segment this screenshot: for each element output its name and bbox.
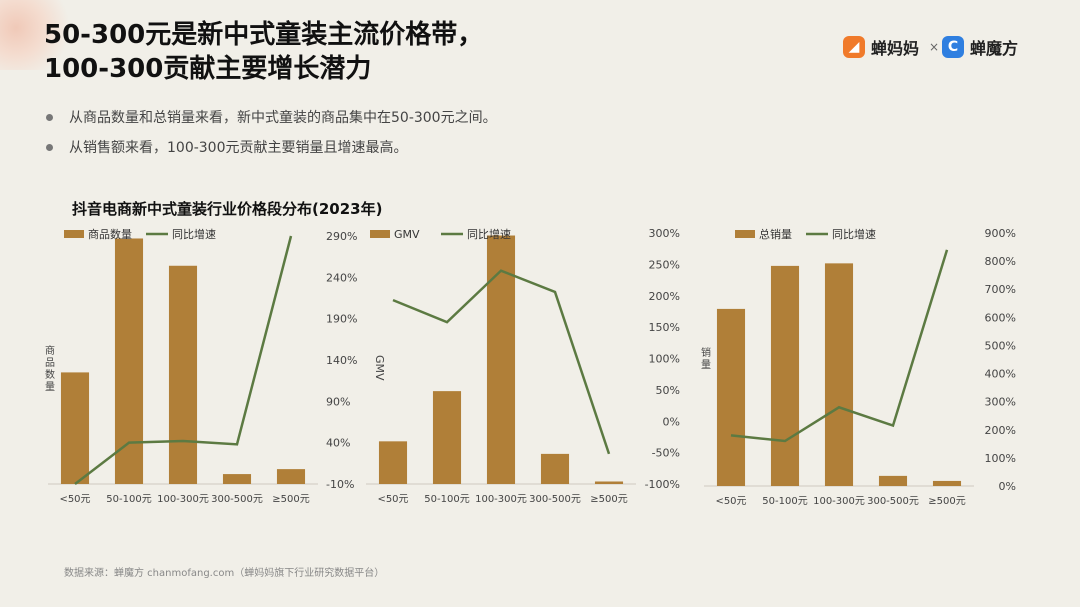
chart-bar bbox=[540, 453, 570, 484]
y2-tick-label: 50% bbox=[656, 384, 680, 397]
y2-tick-label: 250% bbox=[649, 258, 680, 271]
legend-bar-swatch bbox=[64, 230, 84, 238]
y2-tick-label: 0% bbox=[663, 415, 680, 428]
title-line-2: 100-300贡献主要增长潜力 bbox=[44, 54, 372, 84]
y2-tick-label: 300% bbox=[649, 227, 680, 240]
y2-tick-label: 500% bbox=[985, 339, 1016, 352]
chart-bar bbox=[222, 474, 252, 484]
y-axis-label: GMV bbox=[373, 355, 386, 381]
legend-bar-label: 商品数量 bbox=[88, 227, 132, 241]
x-tick-label: 300-500元 bbox=[867, 496, 919, 507]
y2-tick-label: -10% bbox=[326, 478, 354, 491]
bullet-dot-icon bbox=[46, 113, 53, 121]
y-axis-label: 销 bbox=[701, 346, 711, 359]
x-tick-label: <50元 bbox=[59, 494, 90, 505]
x-tick-label: 50-100元 bbox=[424, 494, 469, 505]
x-tick-label: 100-300元 bbox=[157, 494, 209, 505]
y2-tick-label: 150% bbox=[649, 321, 680, 334]
y2-tick-label: 100% bbox=[985, 452, 1016, 465]
legend-line-label: 同比增速 bbox=[172, 227, 216, 241]
y-axis-label: 量 bbox=[45, 381, 55, 393]
bullet-text: 从商品数量和总销量来看，新中式童装的商品集中在50-300元之间。 bbox=[69, 110, 497, 126]
chanmofang-logo-text: 蝉魔方 bbox=[970, 39, 1019, 58]
bullet-item: 从商品数量和总销量来看，新中式童装的商品集中在50-300元之间。 bbox=[44, 102, 497, 132]
chart-title: 抖音电商新中式童装行业价格段分布(2023年) bbox=[72, 200, 383, 218]
x-tick-label: 50-100元 bbox=[762, 496, 807, 507]
legend-line-label: 同比增速 bbox=[467, 227, 511, 241]
chart-bar bbox=[114, 238, 144, 484]
chart-bar bbox=[276, 469, 306, 484]
y2-tick-label: -100% bbox=[645, 478, 680, 491]
y-axis-label: 数 bbox=[45, 368, 55, 381]
y2-tick-label: 290% bbox=[326, 230, 357, 243]
data-source-note: 数据来源：蝉魔方 chanmofang.com（蝉妈妈旗下行业研究数据平台） bbox=[64, 568, 385, 579]
corner-decoration bbox=[0, 0, 80, 70]
y2-tick-label: 140% bbox=[326, 354, 357, 367]
bullet-list: 从商品数量和总销量来看，新中式童装的商品集中在50-300元之间。 从销售额来看… bbox=[44, 102, 497, 162]
chanmama-logo-text: 蝉妈妈 bbox=[871, 39, 920, 58]
y2-tick-label: 240% bbox=[326, 271, 357, 284]
chart-bar bbox=[932, 480, 962, 486]
y2-tick-label: 100% bbox=[649, 353, 680, 366]
x-tick-label: ≥500元 bbox=[928, 496, 965, 507]
y2-tick-label: 0% bbox=[999, 480, 1016, 493]
x-tick-label: <50元 bbox=[377, 494, 408, 505]
y2-tick-label: 40% bbox=[326, 437, 350, 450]
x-tick-label: 300-500元 bbox=[529, 494, 581, 505]
x-tick-label: ≥500元 bbox=[272, 494, 309, 505]
y-axis-label: 量 bbox=[701, 359, 711, 371]
chart-bar bbox=[486, 235, 516, 484]
legend-bar-swatch bbox=[370, 230, 390, 238]
chart-bar bbox=[824, 263, 854, 486]
y-axis-label: 品 bbox=[45, 357, 55, 369]
y2-tick-label: 190% bbox=[326, 313, 357, 326]
chanmofang-logo-icon: C bbox=[942, 36, 964, 58]
y2-tick-label: 600% bbox=[985, 311, 1016, 324]
legend-line-label: 同比增速 bbox=[832, 227, 876, 241]
chart-bar bbox=[594, 481, 624, 484]
chanmofang-logo: C 蝉魔方 bbox=[942, 35, 1018, 59]
legend-bar-label: 总销量 bbox=[759, 227, 792, 241]
y2-tick-label: 700% bbox=[985, 283, 1016, 296]
chart-bar bbox=[432, 391, 462, 484]
y-axis-label: 商 bbox=[45, 344, 55, 357]
logo-separator: × bbox=[929, 40, 940, 54]
chanmama-logo: ◢ 蝉妈妈 bbox=[843, 35, 919, 59]
bullet-item: 从销售额来看，100-300元贡献主要销量且增速最高。 bbox=[44, 132, 497, 162]
chart-bar bbox=[168, 265, 198, 484]
chart-bar bbox=[878, 475, 908, 486]
x-tick-label: 300-500元 bbox=[211, 494, 263, 505]
chart-bar bbox=[716, 308, 746, 486]
legend-bar-label: GMV bbox=[394, 228, 420, 241]
y2-tick-label: 200% bbox=[985, 424, 1016, 437]
x-tick-label: 100-300元 bbox=[475, 494, 527, 505]
chanmama-logo-icon: ◢ bbox=[843, 36, 865, 58]
y2-tick-label: 800% bbox=[985, 255, 1016, 268]
chart-bar bbox=[60, 372, 90, 484]
y2-tick-label: 200% bbox=[649, 290, 680, 303]
chart-bar bbox=[770, 265, 800, 486]
legend-bar-swatch bbox=[735, 230, 755, 238]
x-tick-label: 100-300元 bbox=[813, 496, 865, 507]
y2-tick-label: 900% bbox=[985, 227, 1016, 240]
x-tick-label: 50-100元 bbox=[106, 494, 151, 505]
x-tick-label: <50元 bbox=[715, 496, 746, 507]
page-title: 50-300元是新中式童装主流价格带， 100-300贡献主要增长潜力 bbox=[44, 18, 483, 86]
y2-tick-label: 90% bbox=[326, 395, 350, 408]
y2-tick-label: 300% bbox=[985, 396, 1016, 409]
bullet-dot-icon bbox=[46, 143, 53, 151]
x-tick-label: ≥500元 bbox=[590, 494, 627, 505]
bullet-text: 从销售额来看，100-300元贡献主要销量且增速最高。 bbox=[69, 140, 408, 156]
title-line-1: 50-300元是新中式童装主流价格带， bbox=[44, 20, 484, 50]
y2-tick-label: -50% bbox=[652, 447, 680, 460]
y2-tick-label: 400% bbox=[985, 368, 1016, 381]
chart-bar bbox=[378, 441, 408, 484]
